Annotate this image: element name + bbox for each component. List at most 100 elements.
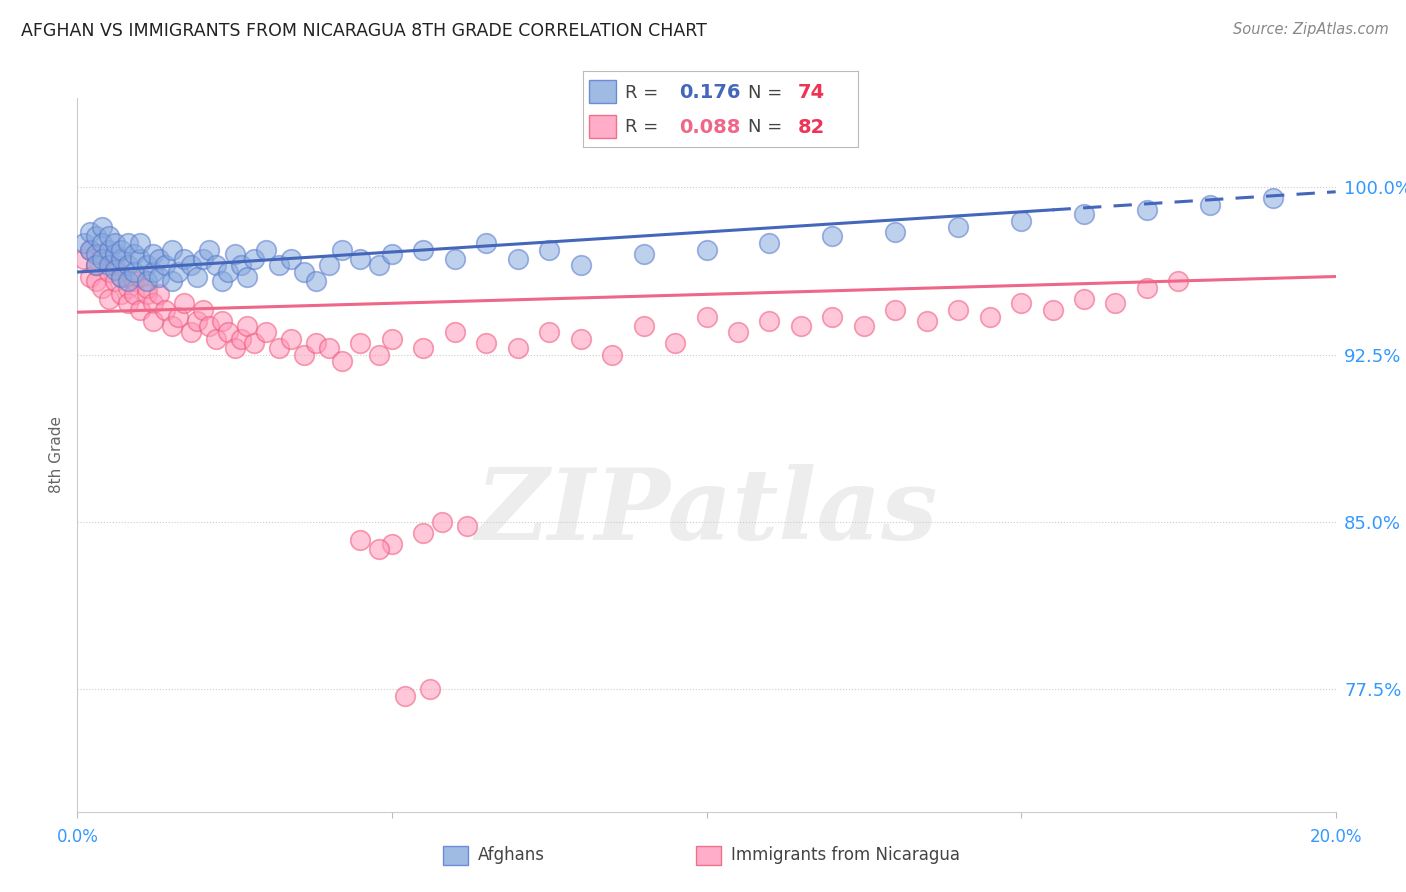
- Point: [117, 281, 139, 295]
- Point: [72, 252, 94, 266]
- Point: [368, 348, 391, 362]
- Point: [349, 533, 371, 547]
- Point: [135, 274, 157, 288]
- Point: [664, 336, 686, 351]
- FancyBboxPatch shape: [589, 115, 616, 138]
- Point: [155, 303, 177, 318]
- Text: Source: ZipAtlas.com: Source: ZipAtlas.com: [1233, 22, 1389, 37]
- Point: [242, 252, 264, 266]
- Point: [104, 247, 127, 261]
- Point: [305, 336, 328, 351]
- Text: Immigrants from Nicaragua: Immigrants from Nicaragua: [731, 847, 960, 864]
- Point: [91, 220, 114, 235]
- Point: [758, 236, 780, 251]
- Point: [79, 243, 101, 257]
- Point: [117, 274, 139, 288]
- Point: [110, 252, 132, 266]
- Point: [475, 236, 498, 251]
- Point: [394, 689, 416, 703]
- Point: [217, 325, 239, 339]
- Point: [167, 310, 190, 324]
- Point: [821, 229, 844, 244]
- Point: [79, 243, 101, 257]
- Point: [444, 325, 467, 339]
- Point: [117, 259, 139, 273]
- Point: [104, 263, 127, 277]
- Text: Afghans: Afghans: [478, 847, 546, 864]
- Point: [506, 341, 529, 355]
- Point: [97, 259, 120, 273]
- Point: [979, 310, 1001, 324]
- Point: [104, 259, 127, 273]
- Text: ZIPatlas: ZIPatlas: [475, 464, 938, 560]
- Point: [381, 247, 404, 261]
- Point: [242, 336, 264, 351]
- Point: [236, 318, 259, 333]
- Point: [198, 243, 221, 257]
- Point: [110, 269, 132, 284]
- Point: [211, 274, 233, 288]
- Point: [104, 274, 127, 288]
- Point: [155, 259, 177, 273]
- Point: [91, 281, 114, 295]
- Point: [600, 348, 623, 362]
- Point: [254, 325, 277, 339]
- Point: [72, 236, 94, 251]
- Point: [1042, 303, 1064, 318]
- Point: [122, 274, 145, 288]
- Point: [173, 252, 195, 266]
- Point: [167, 265, 190, 279]
- Point: [97, 292, 120, 306]
- Point: [1073, 207, 1095, 221]
- Point: [84, 247, 107, 261]
- Point: [104, 236, 127, 251]
- Y-axis label: 8th Grade: 8th Grade: [49, 417, 65, 493]
- Point: [915, 314, 938, 328]
- Point: [318, 341, 340, 355]
- Point: [267, 259, 290, 273]
- Point: [180, 325, 202, 339]
- Text: AFGHAN VS IMMIGRANTS FROM NICARAGUA 8TH GRADE CORRELATION CHART: AFGHAN VS IMMIGRANTS FROM NICARAGUA 8TH …: [21, 22, 707, 40]
- Point: [852, 318, 875, 333]
- Point: [236, 269, 259, 284]
- Point: [444, 252, 467, 266]
- Point: [211, 314, 233, 328]
- Point: [1010, 296, 1032, 310]
- Point: [330, 243, 353, 257]
- Text: R =: R =: [624, 119, 664, 136]
- Point: [97, 229, 120, 244]
- Point: [204, 259, 226, 273]
- Point: [91, 247, 114, 261]
- Point: [696, 310, 718, 324]
- Point: [569, 332, 592, 346]
- Point: [330, 354, 353, 368]
- Point: [79, 269, 101, 284]
- Point: [129, 252, 152, 266]
- Point: [368, 259, 391, 273]
- Point: [97, 243, 120, 257]
- Point: [1104, 296, 1126, 310]
- Text: 0.088: 0.088: [679, 118, 741, 137]
- Point: [419, 681, 441, 696]
- Point: [122, 247, 145, 261]
- Point: [280, 252, 302, 266]
- Point: [191, 252, 215, 266]
- Text: 82: 82: [797, 118, 824, 137]
- Point: [110, 287, 132, 301]
- Point: [368, 541, 391, 556]
- Text: N =: N =: [748, 119, 787, 136]
- Text: 0.0%: 0.0%: [56, 828, 98, 846]
- Point: [538, 325, 561, 339]
- Point: [349, 252, 371, 266]
- Point: [884, 303, 907, 318]
- Point: [117, 296, 139, 310]
- Point: [224, 247, 246, 261]
- Point: [412, 341, 434, 355]
- Point: [948, 303, 970, 318]
- Point: [305, 274, 328, 288]
- Point: [217, 265, 239, 279]
- Point: [173, 296, 195, 310]
- Point: [229, 259, 252, 273]
- Point: [84, 259, 107, 273]
- Point: [1073, 292, 1095, 306]
